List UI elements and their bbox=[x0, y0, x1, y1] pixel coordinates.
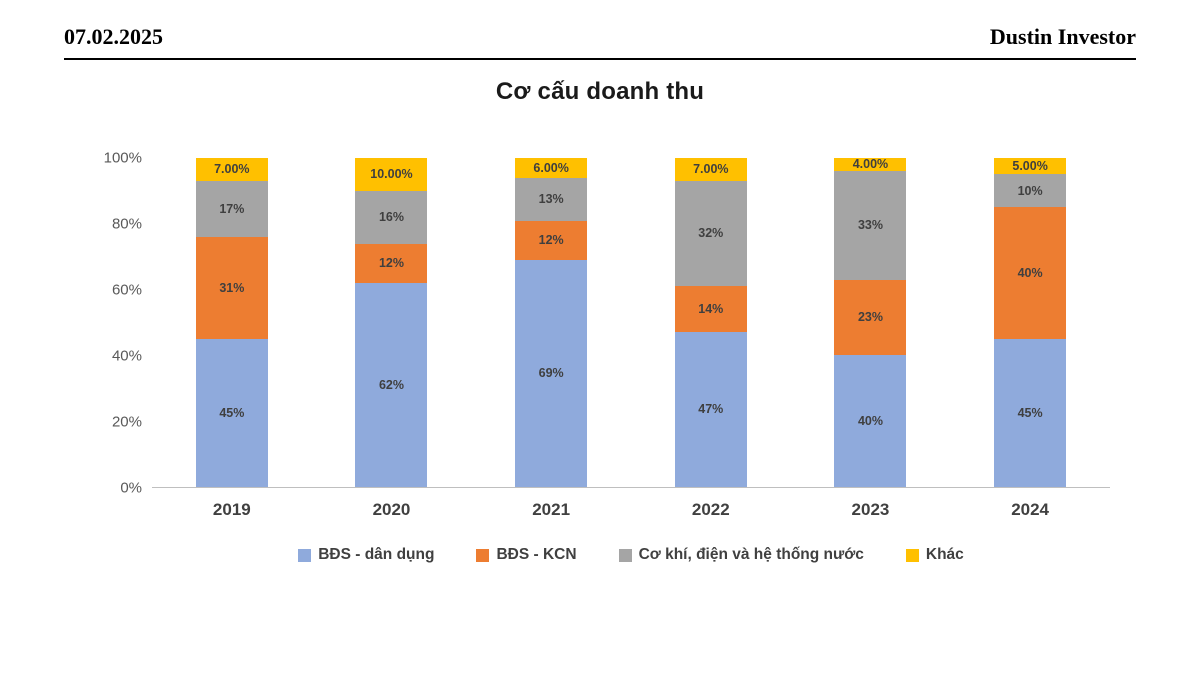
bar-segment: 16% bbox=[355, 190, 428, 244]
segment-data-label: 7.00% bbox=[214, 162, 250, 177]
bar-segment: 13% bbox=[515, 177, 588, 221]
y-axis-tick: 0% bbox=[120, 479, 142, 497]
segment-data-label: 32% bbox=[698, 226, 724, 241]
legend-label: BĐS - KCN bbox=[496, 546, 577, 563]
bar-2023: 40% 23% 33% 4.00% bbox=[834, 157, 907, 487]
segment-data-label: 4.00% bbox=[852, 157, 889, 172]
bar-segment: 31% bbox=[195, 236, 268, 339]
y-axis-tick: 80% bbox=[111, 215, 142, 233]
segment-data-label: 31% bbox=[219, 280, 245, 295]
header-author: Dustin Investor bbox=[989, 24, 1136, 49]
plot-row: 0% 20% 40% 60% 80% 100% 45% 31% 17% 7.00% 62% 12% 1… bbox=[90, 150, 1110, 497]
segment-data-label: 17% bbox=[219, 201, 245, 216]
segment-data-label: 12% bbox=[378, 256, 404, 271]
segment-data-label: 16% bbox=[378, 210, 404, 224]
legend-label: Khác bbox=[925, 546, 964, 563]
segment-data-label: 6.00% bbox=[533, 160, 569, 175]
bar-2019: 45% 31% 17% 7.00% bbox=[195, 158, 268, 487]
y-axis-tick: 60% bbox=[111, 281, 142, 299]
bar-segment: 33% bbox=[834, 171, 907, 280]
bar-segment: 7.00% bbox=[674, 158, 747, 182]
bar-2024: 45% 40% 10% 5.00% bbox=[994, 158, 1067, 487]
segment-data-label: 45% bbox=[1017, 405, 1043, 420]
bar-2022: 47% 14% 32% 7.00% bbox=[674, 158, 747, 487]
segment-data-label: 62% bbox=[378, 377, 404, 392]
bar-segment: 12% bbox=[355, 243, 428, 284]
bar-segment: 6.00% bbox=[515, 158, 588, 178]
bar-segment: 40% bbox=[834, 355, 907, 487]
segment-data-label: 13% bbox=[538, 191, 564, 206]
chart-title: Cơ cấu doanh thu bbox=[495, 78, 705, 105]
legend-item: BĐS - KCN bbox=[476, 546, 577, 564]
bar-segment: 7.00% bbox=[195, 158, 268, 182]
legend-item: BĐS - dân dụng bbox=[298, 546, 434, 564]
document-header: 07.02.2025 Dustin Investor bbox=[0, 0, 1200, 58]
bar-segment: 62% bbox=[355, 283, 428, 487]
header-divider bbox=[64, 58, 1136, 60]
x-axis-labels: 2019 2020 2021 2022 2023 2024 bbox=[152, 500, 1110, 520]
y-axis-tick: 20% bbox=[111, 413, 142, 431]
bar-segment: 45% bbox=[195, 338, 268, 487]
segment-data-label: 10.00% bbox=[370, 167, 413, 182]
segment-data-label: 12% bbox=[538, 233, 564, 248]
segment-data-label: 45% bbox=[219, 405, 245, 420]
legend-swatch-icon bbox=[618, 548, 632, 562]
segment-data-label: 14% bbox=[698, 302, 724, 317]
x-axis-label: 2024 bbox=[1011, 500, 1050, 519]
segment-data-label: 5.00% bbox=[1012, 159, 1048, 173]
legend-swatch-icon bbox=[905, 548, 919, 562]
bar-segment: 14% bbox=[674, 286, 747, 333]
y-axis-tick: 100% bbox=[103, 149, 142, 167]
bar-segment: 32% bbox=[674, 181, 747, 287]
legend-label: Cơ khí, điện và hệ thống nước bbox=[638, 546, 864, 563]
plot-area: 45% 31% 17% 7.00% 62% 12% 16% 10.00% 69% 12% 13% 6.… bbox=[152, 158, 1110, 488]
x-axis-label: 2023 bbox=[851, 500, 890, 519]
bar-2021: 69% 12% 13% 6.00% bbox=[515, 158, 588, 487]
segment-data-label: 47% bbox=[698, 402, 724, 417]
segment-data-label: 10% bbox=[1017, 183, 1043, 198]
segment-data-label: 40% bbox=[857, 413, 883, 428]
x-axis-label: 2019 bbox=[212, 500, 251, 519]
bar-segment: 23% bbox=[834, 279, 907, 356]
bar-segment: 12% bbox=[515, 220, 588, 260]
segment-data-label: 69% bbox=[538, 366, 564, 381]
chart-legend: BĐS - dân dụng BĐS - KCN Cơ khí, điện và h… bbox=[152, 546, 1110, 564]
bar-segment: 17% bbox=[195, 181, 268, 237]
bar-2020: 62% 12% 16% 10.00% bbox=[355, 158, 428, 487]
bar-segment: 4.00% bbox=[834, 157, 907, 172]
y-axis: 0% 20% 40% 60% 80% 100% bbox=[90, 150, 152, 497]
segment-data-label: 40% bbox=[1017, 265, 1043, 280]
header-date: 07.02.2025 bbox=[64, 24, 163, 49]
bar-segment: 10.00% bbox=[355, 158, 428, 191]
legend-item: Khác bbox=[905, 546, 964, 564]
segment-data-label: 23% bbox=[857, 310, 883, 325]
y-axis-tick: 40% bbox=[111, 347, 142, 365]
stacked-bar-chart: 0% 20% 40% 60% 80% 100% 45% 31% 17% 7.00% 62% 12% 1… bbox=[90, 150, 1110, 564]
x-axis-label: 2020 bbox=[372, 500, 411, 519]
segment-data-label: 7.00% bbox=[693, 162, 729, 177]
segment-data-label: 33% bbox=[857, 218, 883, 233]
x-axis-label: 2022 bbox=[691, 500, 730, 519]
bar-segment: 69% bbox=[515, 260, 588, 487]
bar-segment: 10% bbox=[994, 174, 1067, 208]
legend-label: BĐS - dân dụng bbox=[318, 546, 435, 563]
legend-swatch-icon bbox=[298, 548, 312, 562]
x-axis-label: 2021 bbox=[532, 500, 571, 519]
bar-segment: 40% bbox=[994, 207, 1067, 339]
bar-segment: 47% bbox=[674, 332, 747, 487]
legend-item: Cơ khí, điện và hệ thống nước bbox=[618, 546, 864, 564]
bar-segment: 45% bbox=[994, 338, 1067, 487]
legend-swatch-icon bbox=[476, 548, 490, 562]
bar-segment: 5.00% bbox=[994, 158, 1067, 175]
